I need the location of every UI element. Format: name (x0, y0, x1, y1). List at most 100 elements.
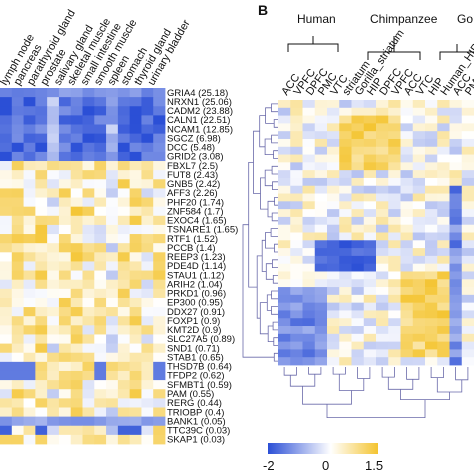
heatmap-b-cell (376, 162, 389, 171)
heatmap-a-cell (117, 161, 131, 171)
heatmap-a-cell (35, 142, 48, 153)
heatmap-b-cell (278, 357, 291, 366)
heatmap-a-cell (47, 343, 60, 354)
heatmap-a-cell (94, 297, 107, 308)
heatmap-b-cell (363, 216, 377, 226)
heatmap-a-cell (0, 343, 13, 354)
heatmap-b-cell (449, 177, 463, 187)
heatmap-b-cell (437, 333, 450, 343)
heatmap-b-cell (363, 232, 377, 241)
dendrogram-branch (248, 162, 258, 288)
heatmap-a-cell (82, 97, 95, 107)
heatmap-a-cell (0, 380, 13, 390)
heatmap-a-cell (129, 206, 142, 217)
heatmap-b-cell (351, 146, 365, 155)
heatmap-a-cell (94, 133, 107, 144)
heatmap-a-cell (153, 97, 166, 107)
heatmap-b-cell (339, 302, 352, 311)
heatmap-a-cell (106, 343, 119, 354)
heatmap-a-cell (23, 215, 36, 226)
heatmap-b-cell (449, 185, 463, 194)
heatmap-b-cell (290, 341, 303, 350)
heatmap-b-cell (425, 107, 438, 116)
heatmap-a-cell (35, 316, 48, 326)
heatmap-b-cell (327, 123, 340, 132)
heatmap-b-cell (461, 209, 474, 218)
heatmap-b-cell (351, 248, 365, 257)
heatmap-a-cell (129, 316, 142, 326)
dendrogram-branch (267, 200, 275, 218)
heatmap-b-cell (363, 209, 377, 218)
heatmap-b-cell (278, 123, 291, 132)
heatmap-a-cell (141, 316, 154, 326)
heatmap-b-cell (302, 287, 316, 296)
heatmap-a-cell (11, 161, 24, 171)
heatmap-a-cell (82, 133, 95, 144)
heatmap-b-cell (351, 100, 365, 109)
heatmap-b-cell (290, 209, 303, 218)
heatmap-a-cell (82, 215, 95, 226)
heatmap-a-cell (106, 252, 119, 262)
heatmap-b-cell (437, 138, 450, 148)
heatmap-a-cell (70, 279, 83, 290)
dendrogram-branch (381, 367, 395, 378)
heatmap-b-cell (314, 287, 328, 296)
heatmap-a-cell (70, 288, 83, 299)
heatmap-a-cell (23, 434, 36, 445)
gene-label: SND1 (0.71) (167, 343, 220, 354)
heatmap-a-cell (129, 243, 142, 253)
species-label-human: Human (297, 12, 336, 26)
heatmap-b-cell (388, 185, 401, 194)
heatmap-a-cell (129, 352, 142, 363)
heatmap-b-cell (376, 287, 389, 296)
heatmap-b-cell (302, 193, 316, 202)
heatmap-a-cell (141, 206, 154, 217)
heatmap-a-cell (11, 197, 24, 208)
heatmap-b-cell (339, 123, 352, 132)
heatmap-b-cell (400, 240, 414, 249)
heatmap-b-cell (302, 115, 316, 124)
heatmap-b-cell (388, 216, 401, 226)
heatmap-a-cell (11, 243, 24, 253)
heatmap-b-cell (327, 279, 340, 288)
heatmap-b-cell (363, 287, 377, 296)
heatmap-a-cell (23, 133, 36, 144)
heatmap-a-cell (11, 179, 24, 189)
heatmap-b-cell (351, 326, 365, 335)
heatmap-a-cell (129, 252, 142, 262)
heatmap-b-cell (425, 123, 438, 132)
heatmap-a-cell (106, 425, 119, 436)
species-label-chimpanzee: Chimpanzee (370, 12, 438, 26)
heatmap-a-cell (82, 161, 95, 171)
heatmap-b-cell (290, 302, 303, 311)
heatmap-b-cell (412, 263, 426, 272)
heatmap-b-cell (339, 162, 352, 171)
heatmap-b-cell (278, 138, 291, 148)
heatmap-a-cell (129, 361, 142, 372)
heatmap-a-cell (129, 188, 142, 198)
heatmap-b-cell (376, 349, 389, 358)
heatmap-b-cell (327, 294, 340, 304)
heatmap-b-cell (400, 201, 414, 210)
heatmap-b-cell (437, 255, 450, 265)
heatmap-a-cell (141, 252, 154, 262)
heatmap-a-cell (70, 434, 83, 445)
heatmap-a-cell (11, 133, 24, 144)
heatmap-a-cell (47, 97, 60, 107)
heatmap-b-cell (327, 107, 340, 116)
heatmap-b-cell (461, 162, 474, 171)
heatmap-a-cell (47, 434, 60, 445)
heatmap-b-cell (363, 201, 377, 210)
heatmap-b-cell (376, 131, 389, 140)
gene-label: THSD7B (0.64) (167, 362, 232, 373)
heatmap-a-cell (129, 380, 142, 390)
heatmap-b-cell (437, 209, 450, 218)
heatmap-b-cell (363, 185, 377, 194)
heatmap-b-cell (437, 248, 450, 257)
heatmap-a-cell (129, 334, 142, 344)
heatmap-a-cell (153, 389, 166, 399)
heatmap-b-cell (302, 170, 316, 179)
heatmap-a-cell (0, 106, 13, 116)
heatmap-a-cell (82, 188, 95, 198)
